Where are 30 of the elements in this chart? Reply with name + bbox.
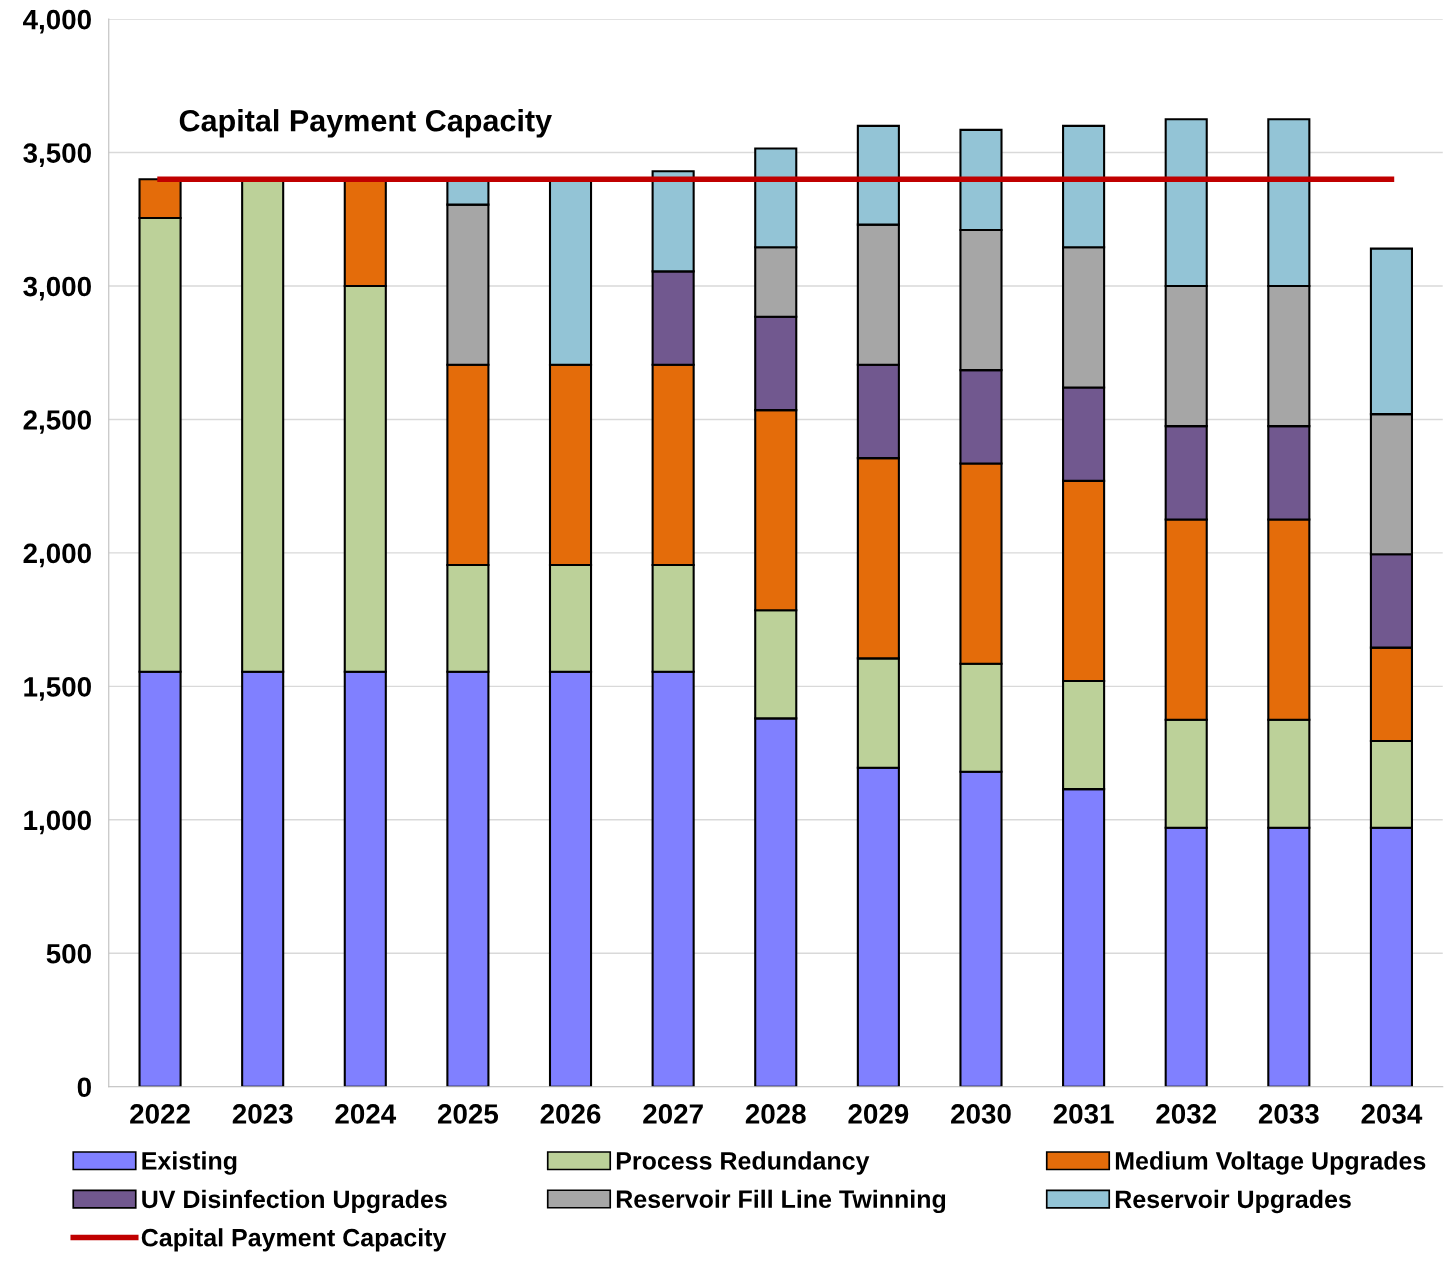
y-tick-label: 4,000 xyxy=(23,9,91,34)
legend-label: Medium Voltage Upgrades xyxy=(1115,1151,1426,1175)
y-tick-label: 3,500 xyxy=(23,143,91,167)
x-tick-label: 2029 xyxy=(848,1104,909,1124)
y-tick-label: 3,000 xyxy=(23,276,91,301)
annotation: Capital Payment Capacity xyxy=(179,109,552,138)
y-tick-label: 0 xyxy=(77,1077,91,1098)
x-tick-label: 2028 xyxy=(745,1104,806,1124)
x-tick-label: 2026 xyxy=(540,1104,601,1124)
x-tick-label: 2027 xyxy=(643,1104,703,1124)
y-tick-label: 1,500 xyxy=(24,677,91,701)
y-tick-label: 2,000 xyxy=(23,543,91,568)
x-tick-label: 2030 xyxy=(951,1104,1011,1124)
legend-label: Existing xyxy=(142,1151,237,1175)
legend-label: Capital Payment Capacity xyxy=(141,1228,447,1252)
x-tick-label: 2022 xyxy=(130,1104,190,1124)
y-tick-label: 2,500 xyxy=(23,410,91,434)
legend-label: Reservoir Fill Line Twinning xyxy=(616,1189,946,1214)
legend-label: Process Redundancy xyxy=(616,1151,870,1175)
x-tick-label: 2034 xyxy=(1361,1104,1423,1124)
legend-label: Reservoir Upgrades xyxy=(1115,1189,1351,1214)
y-tick-label: 500 xyxy=(46,943,91,964)
x-tick-label: 2024 xyxy=(335,1104,397,1124)
x-tick-label: 2032 xyxy=(1156,1104,1216,1124)
x-tick-label: 2025 xyxy=(437,1104,499,1124)
x-tick-label: 2023 xyxy=(232,1104,293,1124)
x-tick-label: 2033 xyxy=(1258,1104,1319,1124)
legend-label: UV Disinfection Upgrades xyxy=(142,1189,447,1214)
y-tick-label: 1,000 xyxy=(24,810,91,835)
x-tick-label: 2031 xyxy=(1053,1104,1114,1124)
